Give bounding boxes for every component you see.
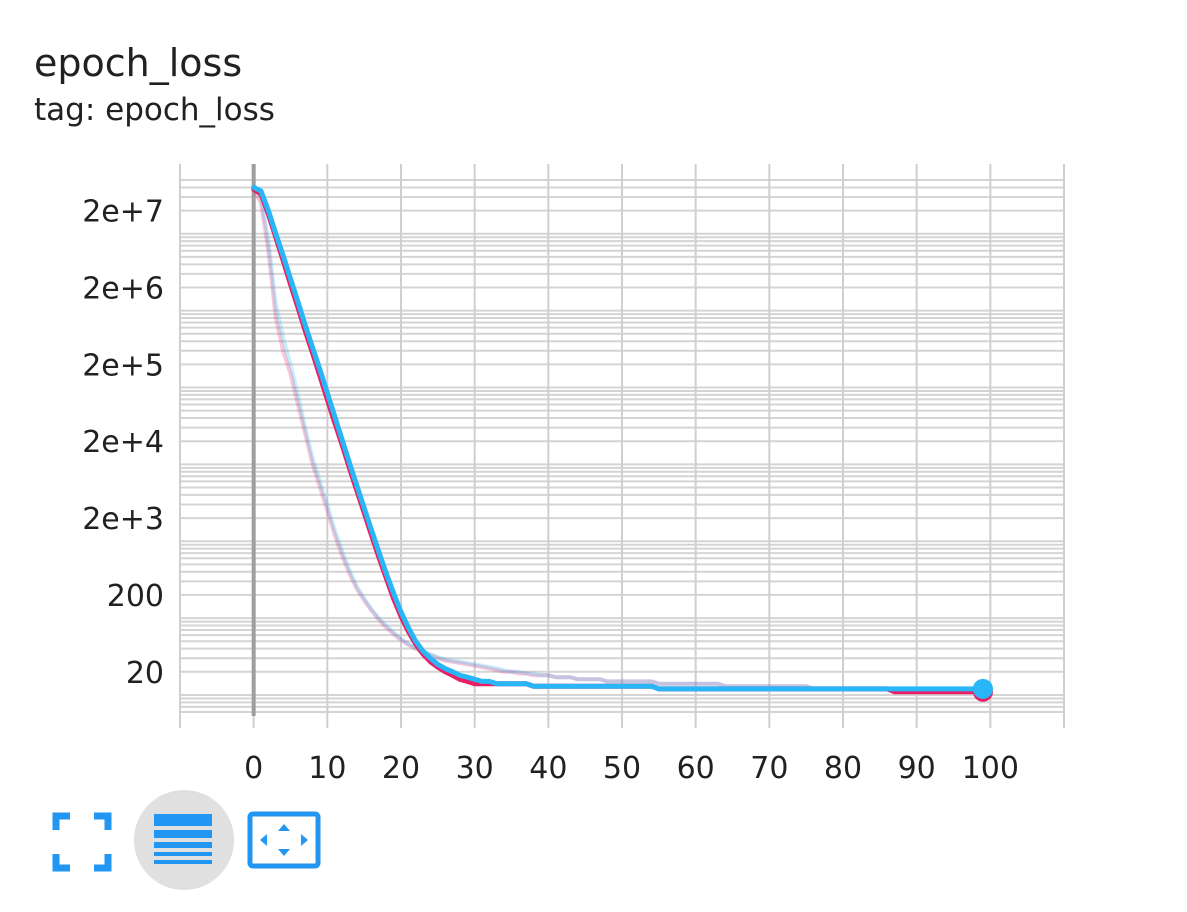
x-tick-label: 100: [962, 751, 1019, 786]
loss-chart[interactable]: 0 10 20 30 40 50 60 70 80 90 100 20 200 2e+3 2e+4 2e+5 2…: [0, 0, 1187, 790]
y-tick-label: 2e+3: [82, 502, 164, 537]
x-tick-label: 90: [898, 751, 936, 786]
raw-series-line-1: [252, 186, 983, 691]
y-tick-label: 200: [107, 579, 164, 614]
fullscreen-icon: [52, 812, 112, 872]
x-tick-label: 80: [824, 751, 862, 786]
y-tick-label: 2e+5: [82, 348, 164, 383]
x-tick-label: 70: [750, 751, 788, 786]
grid: [179, 164, 1065, 728]
series-end-marker-1: [972, 678, 993, 699]
raw-series-layer: [251, 186, 983, 691]
x-tick-label: 30: [456, 751, 494, 786]
fullscreen-button[interactable]: [52, 812, 112, 872]
chart-subtitle: tag: epoch_loss: [34, 92, 275, 128]
log-scale-toggle-button[interactable]: [134, 790, 234, 890]
smoothed-series-layer: [251, 184, 993, 702]
y-tick-label: 2e+7: [82, 195, 164, 230]
x-tick-label: 20: [382, 751, 420, 786]
y-tick-label: 2e+4: [82, 425, 164, 460]
x-tick-label: 50: [603, 751, 641, 786]
tick-labels: 0 10 20 30 40 50 60 70 80 90 100 20 200 2e+3 2e+4 2e+5 2…: [82, 195, 1019, 786]
y-tick-label: 2e+6: [82, 271, 164, 306]
chart-title: epoch_loss: [34, 41, 243, 85]
y-tick-label: 20: [126, 656, 164, 691]
chart-toolbar: [0, 790, 360, 900]
x-tick-label: 60: [677, 751, 715, 786]
fit-to-screen-icon: [247, 811, 321, 869]
x-tick-label: 10: [308, 751, 346, 786]
series-line-1: [251, 184, 986, 692]
fit-domain-button[interactable]: [246, 810, 322, 870]
list-lines-icon: [154, 814, 212, 864]
x-tick-label: 40: [529, 751, 567, 786]
x-tick-label: 0: [244, 751, 263, 786]
